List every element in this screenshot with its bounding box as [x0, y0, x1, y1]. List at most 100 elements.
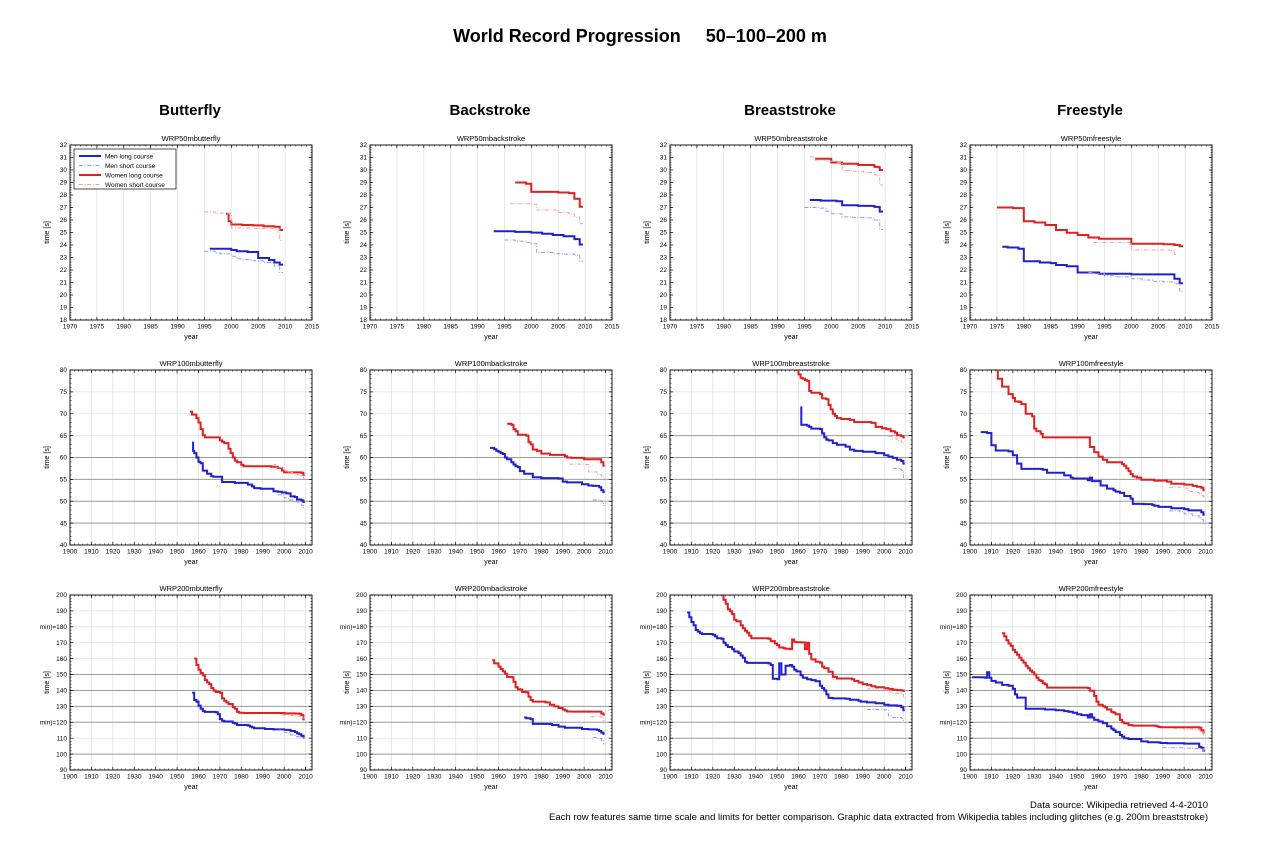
svg-text:2000: 2000: [824, 324, 839, 331]
svg-text:21: 21: [360, 280, 368, 287]
svg-text:(2min)=120: (2min)=120: [40, 719, 67, 726]
svg-text:23: 23: [660, 255, 668, 262]
svg-text:1920: 1920: [1006, 549, 1021, 556]
svg-text:32: 32: [960, 142, 968, 149]
svg-text:Men long course: Men long course: [105, 153, 153, 160]
svg-text:60: 60: [360, 455, 368, 462]
svg-text:1910: 1910: [384, 549, 399, 556]
svg-text:160: 160: [656, 656, 667, 663]
svg-text:1980: 1980: [534, 774, 549, 781]
svg-text:140: 140: [356, 688, 367, 695]
svg-text:18: 18: [360, 317, 368, 324]
svg-text:2000: 2000: [877, 549, 892, 556]
svg-text:1970: 1970: [363, 324, 378, 331]
svg-text:50: 50: [960, 498, 968, 505]
column-header-backstroke: Backstroke: [449, 102, 531, 119]
svg-text:time [s]: time [s]: [344, 446, 351, 469]
svg-text:20: 20: [360, 292, 368, 299]
svg-text:year: year: [1084, 784, 1098, 791]
svg-text:(3min)=180: (3min)=180: [340, 624, 367, 631]
svg-text:1995: 1995: [197, 324, 212, 331]
chart-wrp50mbackstroke: 1970 1975 1980 1985 1990 1995 2000 2005 2010 2015…: [340, 133, 640, 358]
svg-text:1960: 1960: [791, 549, 806, 556]
footer-note: Data source: Wikipedia retrieved 4-4-201…: [549, 800, 1208, 824]
footer-data-source: Data source: Wikipedia retrieved 4-4-201…: [1030, 800, 1208, 811]
svg-text:23: 23: [360, 255, 368, 262]
svg-text:65: 65: [360, 433, 368, 440]
chart-svg: 1970 1975 1980 1985 1990 1995 2000 2005 2010 2015…: [344, 134, 620, 341]
svg-text:1990: 1990: [856, 549, 871, 556]
svg-text:1950: 1950: [770, 549, 785, 556]
svg-text:(3min)=180: (3min)=180: [640, 624, 667, 631]
svg-text:20: 20: [960, 292, 968, 299]
page-title: World Record Progression 50–100–200 m: [453, 26, 827, 46]
chart-wrp200mbackstroke: 1900 1910 1920 1930 1940 1950 1960 1970 1980 1990…: [334, 583, 640, 808]
footer-description: Each row features same time scale and li…: [549, 812, 1208, 823]
svg-text:2010: 2010: [1198, 549, 1213, 556]
svg-text:200: 200: [356, 592, 367, 599]
svg-text:year: year: [784, 559, 798, 566]
svg-text:1970: 1970: [213, 774, 228, 781]
svg-text:160: 160: [956, 656, 967, 663]
svg-text:time [s]: time [s]: [44, 221, 51, 244]
svg-text:2000: 2000: [1177, 774, 1192, 781]
svg-text:1940: 1940: [448, 774, 463, 781]
svg-text:31: 31: [960, 155, 968, 162]
svg-text:60: 60: [60, 455, 68, 462]
svg-text:45: 45: [60, 520, 68, 527]
svg-text:55: 55: [60, 477, 68, 484]
svg-text:31: 31: [60, 155, 68, 162]
svg-text:21: 21: [960, 280, 968, 287]
svg-text:170: 170: [656, 640, 667, 647]
svg-text:140: 140: [656, 688, 667, 695]
svg-text:50: 50: [360, 498, 368, 505]
svg-text:160: 160: [56, 656, 67, 663]
svg-text:29: 29: [60, 180, 68, 187]
svg-text:55: 55: [660, 477, 668, 484]
svg-text:2000: 2000: [1124, 324, 1139, 331]
svg-text:190: 190: [56, 608, 67, 615]
svg-text:40: 40: [60, 542, 68, 549]
svg-text:2000: 2000: [877, 774, 892, 781]
svg-text:1980: 1980: [234, 774, 249, 781]
svg-text:1990: 1990: [856, 774, 871, 781]
svg-text:200: 200: [956, 592, 967, 599]
svg-text:1995: 1995: [1097, 324, 1112, 331]
svg-text:1975: 1975: [390, 324, 405, 331]
svg-text:1900: 1900: [363, 774, 378, 781]
svg-text:1950: 1950: [170, 549, 185, 556]
svg-text:18: 18: [60, 317, 68, 324]
svg-text:1990: 1990: [556, 549, 571, 556]
svg-text:19: 19: [60, 305, 68, 312]
svg-text:150: 150: [656, 672, 667, 679]
svg-text:1990: 1990: [470, 324, 485, 331]
svg-text:20: 20: [60, 292, 68, 299]
svg-text:1960: 1960: [491, 774, 506, 781]
svg-text:1930: 1930: [1027, 774, 1042, 781]
svg-text:1910: 1910: [684, 774, 699, 781]
svg-text:2015: 2015: [305, 324, 320, 331]
svg-text:2000: 2000: [1177, 549, 1192, 556]
svg-text:WRP100mbreaststroke: WRP100mbreaststroke: [752, 359, 830, 368]
svg-text:year: year: [484, 784, 498, 791]
svg-text:1950: 1950: [170, 774, 185, 781]
svg-text:1950: 1950: [470, 774, 485, 781]
svg-text:2005: 2005: [1151, 324, 1166, 331]
svg-text:year: year: [784, 784, 798, 791]
svg-text:28: 28: [960, 192, 968, 199]
svg-text:1920: 1920: [706, 774, 721, 781]
svg-text:55: 55: [360, 477, 368, 484]
svg-text:65: 65: [660, 433, 668, 440]
svg-text:140: 140: [56, 688, 67, 695]
svg-text:2000: 2000: [577, 549, 592, 556]
svg-text:30: 30: [960, 167, 968, 174]
svg-text:2005: 2005: [251, 324, 266, 331]
svg-text:1910: 1910: [84, 774, 99, 781]
svg-text:WRP200mbutterfly: WRP200mbutterfly: [160, 584, 223, 593]
svg-text:26: 26: [60, 217, 68, 224]
svg-text:65: 65: [60, 433, 68, 440]
svg-text:time [s]: time [s]: [644, 671, 651, 694]
svg-text:2010: 2010: [598, 549, 613, 556]
svg-text:50: 50: [60, 498, 68, 505]
chart-svg: 1970 1975 1980 1985 1990 1995 2000 2005 2010 2015…: [44, 134, 320, 341]
